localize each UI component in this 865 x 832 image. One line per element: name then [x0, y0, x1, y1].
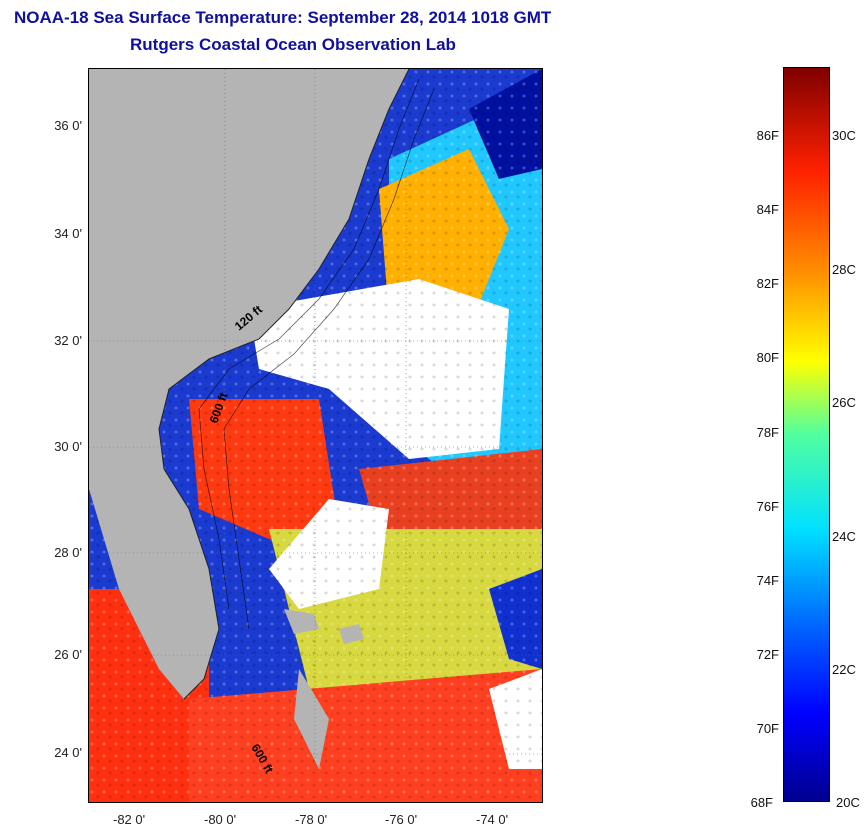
lat-label: 24 0' — [54, 745, 82, 760]
colorbar-f-label: 86F — [756, 128, 779, 143]
temperature-colorbar — [783, 67, 830, 802]
depth-contour — [198, 78, 420, 610]
colorbar-f-label: 78F — [756, 425, 779, 440]
lon-label: -80 0' — [204, 812, 237, 827]
colorbar-f-label: 70F — [756, 721, 779, 736]
colorbar-f-label: 74F — [756, 573, 779, 588]
lat-label: 36 0' — [54, 118, 82, 133]
colorbar-c-label: 24C — [832, 529, 856, 544]
colorbar-f-label: 76F — [756, 499, 779, 514]
colorbar-f-label: 82F — [756, 276, 779, 291]
island-abaco — [339, 624, 364, 644]
sst-map-canvas: 120 ft 600 ft 600 ft — [89, 69, 542, 802]
colorbar-c-label: 26C — [832, 395, 856, 410]
colorbar-c-label: 28C — [832, 262, 856, 277]
colorbar-f-label: 72F — [756, 647, 779, 662]
lon-label: -76 0' — [385, 812, 418, 827]
lat-label: 28 0' — [54, 545, 82, 560]
lat-label: 34 0' — [54, 226, 82, 241]
colorbar-f-label: 80F — [756, 350, 779, 365]
lon-label: -74 0' — [476, 812, 509, 827]
map-subtitle: Rutgers Coastal Ocean Observation Lab — [130, 35, 456, 54]
lat-label: 30 0' — [54, 439, 82, 454]
colorbar-c-label: 20C — [836, 795, 860, 810]
lat-label: 32 0' — [54, 333, 82, 348]
coastline — [158, 69, 410, 700]
island-andros — [294, 669, 329, 769]
colorbar-c-label: 30C — [832, 128, 856, 143]
lon-label: -82 0' — [113, 812, 146, 827]
sst-map: 120 ft 600 ft 600 ft — [88, 68, 543, 803]
lat-label: 26 0' — [54, 647, 82, 662]
depth-contour-600 — [223, 88, 435, 630]
land-mass-us — [89, 69, 409, 699]
colorbar-c-label: 22C — [832, 662, 856, 677]
lon-label: -78 0' — [295, 812, 328, 827]
island-grand-bahama — [284, 609, 319, 634]
map-title: NOAA-18 Sea Surface Temperature: Septemb… — [14, 8, 552, 27]
colorbar-f-label: 68F — [750, 795, 773, 810]
colorbar-f-label: 84F — [756, 202, 779, 217]
